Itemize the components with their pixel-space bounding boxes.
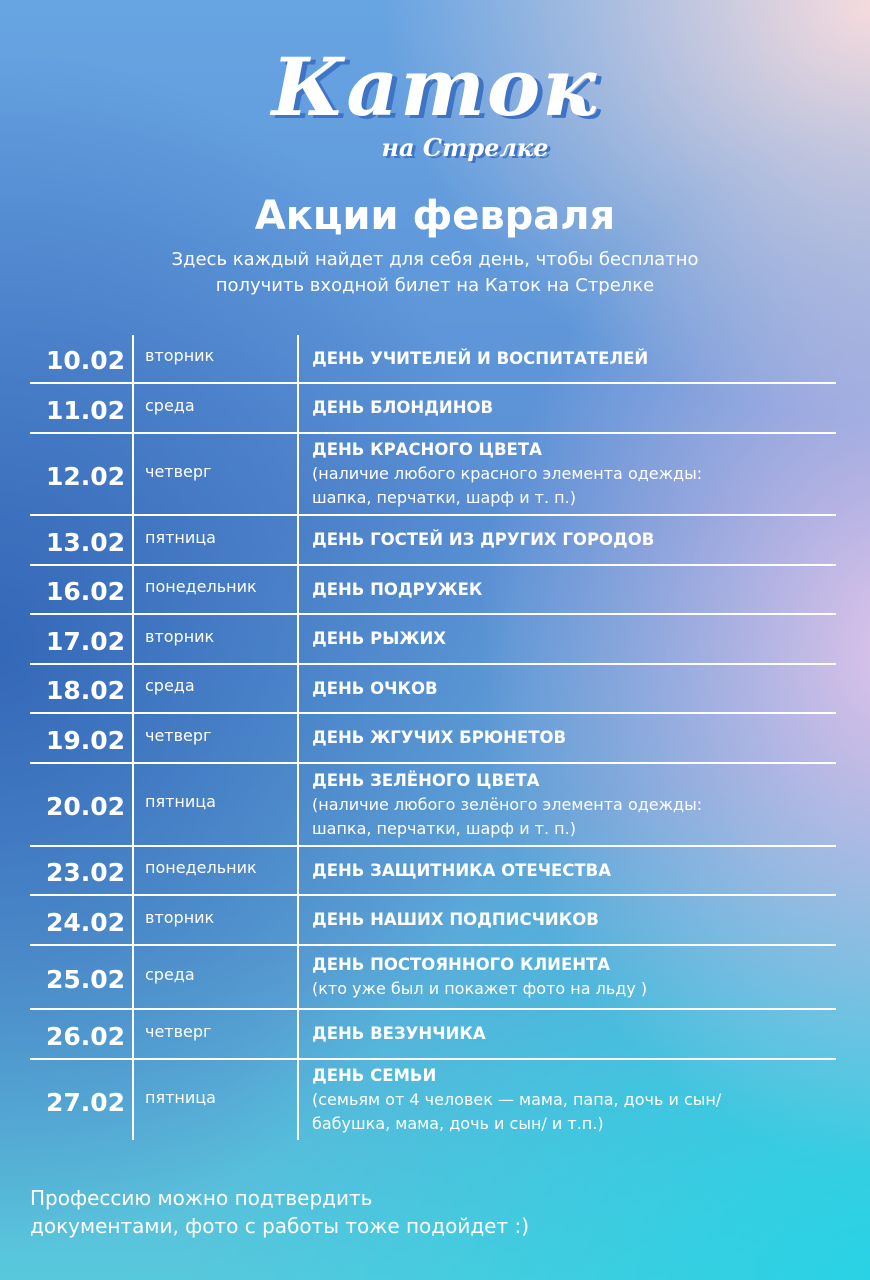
footer-line: документами, фото с работы тоже подойдет… — [30, 1214, 530, 1238]
footer-note: Профессию можно подтвердить документами,… — [30, 1184, 529, 1240]
table-row: 19.02 четверг ДЕНЬ ЖГУЧИХ БРЮНЕТОВ — [30, 714, 836, 764]
weekday-cell: пятница — [134, 764, 299, 845]
date-cell: 19.02 — [30, 714, 134, 762]
footer-line: Профессию можно подтвердить — [30, 1186, 373, 1210]
subtitle-line: Здесь каждый найдет для себя день, чтобы… — [171, 249, 699, 270]
promo-cell: ДЕНЬ РЫЖИХ — [299, 615, 836, 663]
promo-note: (наличие любого красного элемента одежды… — [312, 464, 703, 483]
promo-name: ДЕНЬ СЕМЬИ — [312, 1066, 437, 1085]
weekday-cell: среда — [134, 665, 299, 712]
date-cell: 12.02 — [30, 434, 134, 514]
weekday-cell: четверг — [134, 714, 299, 762]
weekday-cell: понедельник — [134, 566, 299, 613]
logo: Каток на Стрелке — [0, 40, 870, 161]
promo-cell: ДЕНЬ НАШИХ ПОДПИСЧИКОВ — [299, 896, 836, 944]
table-row: 23.02 понедельник ДЕНЬ ЗАЩИТНИКА ОТЕЧЕСТ… — [30, 847, 836, 896]
date-cell: 13.02 — [30, 516, 134, 564]
promo-cell: ДЕНЬ ГОСТЕЙ ИЗ ДРУГИХ ГОРОДОВ — [299, 516, 836, 564]
logo-main: Каток — [271, 40, 599, 134]
table-row: 20.02 пятница ДЕНЬ ЗЕЛЁНОГО ЦВЕТА (наличи… — [30, 764, 836, 847]
date-cell: 11.02 — [30, 384, 134, 432]
weekday-cell: четверг — [134, 434, 299, 514]
promo-cell: ДЕНЬ ЖГУЧИХ БРЮНЕТОВ — [299, 714, 836, 762]
promo-name: ДЕНЬ ПОСТОЯННОГО КЛИЕНТА — [312, 955, 611, 974]
date-cell: 20.02 — [30, 764, 134, 845]
promo-cell: ДЕНЬ ПОСТОЯННОГО КЛИЕНТА (кто уже был и п… — [299, 946, 836, 1008]
subtitle-line: получить входной билет на Каток на Стрел… — [215, 275, 655, 296]
promo-name: ДЕНЬ НАШИХ ПОДПИСЧИКОВ — [312, 910, 599, 929]
promo-cell: ДЕНЬ БЛОНДИНОВ — [299, 384, 836, 432]
promo-name: ДЕНЬ ОЧКОВ — [312, 678, 438, 698]
date-cell: 17.02 — [30, 615, 134, 663]
schedule-table: 10.02 вторник ДЕНЬ УЧИТЕЛЕЙ И ВОСПИТАТЕЛ… — [30, 335, 836, 1140]
date-cell: 27.02 — [30, 1060, 134, 1140]
promo-note: (семьям от 4 человек — мама, папа, дочь … — [312, 1090, 722, 1109]
table-row: 16.02 понедельник ДЕНЬ ПОДРУЖЕК — [30, 566, 836, 615]
promo-note: (кто уже был и покажет фото на льду ) — [312, 979, 648, 998]
promo-name: ДЕНЬ ПОДРУЖЕК — [312, 579, 483, 599]
promo-cell: ДЕНЬ КРАСНОГО ЦВЕТА (наличие любого красн… — [299, 434, 836, 514]
table-row: 17.02 вторник ДЕНЬ РЫЖИХ — [30, 615, 836, 665]
table-row: 13.02 пятница ДЕНЬ ГОСТЕЙ ИЗ ДРУГИХ ГОРО… — [30, 516, 836, 566]
promo-note: шапка, перчатки, шарф и т. п.) — [312, 488, 576, 507]
subtitle: Здесь каждый найдет для себя день, чтобы… — [0, 247, 870, 299]
page-title: Акции февраля — [254, 193, 616, 239]
table-row: 27.02 пятница ДЕНЬ СЕМЬИ (семьям от 4 чел… — [30, 1060, 836, 1140]
promo-cell: ДЕНЬ СЕМЬИ (семьям от 4 человек — мама, п… — [299, 1060, 836, 1140]
weekday-cell: вторник — [134, 896, 299, 944]
weekday-cell: вторник — [134, 335, 299, 382]
promo-name: ДЕНЬ КРАСНОГО ЦВЕТА — [312, 440, 542, 459]
weekday-cell: четверг — [134, 1010, 299, 1058]
date-cell: 10.02 — [30, 335, 134, 382]
promo-name: ДЕНЬ ВЕЗУНЧИКА — [312, 1024, 486, 1043]
promo-note: шапка, перчатки, шарф и т. п.) — [312, 818, 576, 838]
promo-name: ДЕНЬ ГОСТЕЙ ИЗ ДРУГИХ ГОРОДОВ — [312, 530, 655, 549]
promo-note: (наличие любого зелёного элемента одежды… — [312, 794, 703, 814]
table-row: 18.02 среда ДЕНЬ ОЧКОВ — [30, 665, 836, 714]
promo-name: ДЕНЬ ЗЕЛЁНОГО ЦВЕТА — [312, 770, 540, 790]
table-row: 24.02 вторник ДЕНЬ НАШИХ ПОДПИСЧИКОВ — [30, 896, 836, 946]
date-cell: 25.02 — [30, 946, 134, 1008]
promo-name: ДЕНЬ УЧИТЕЛЕЙ И ВОСПИТАТЕЛЕЙ — [312, 348, 649, 368]
weekday-cell: среда — [134, 384, 299, 432]
promo-name: ДЕНЬ БЛОНДИНОВ — [312, 398, 494, 417]
weekday-cell: среда — [134, 946, 299, 1008]
promo-cell: ДЕНЬ ВЕЗУНЧИКА — [299, 1010, 836, 1058]
weekday-cell: понедельник — [134, 847, 299, 894]
promo-note: бабушка, мама, дочь и сын/ и т.п.) — [312, 1114, 604, 1133]
date-cell: 26.02 — [30, 1010, 134, 1058]
weekday-cell: пятница — [134, 516, 299, 564]
promo-cell: ДЕНЬ ЗЕЛЁНОГО ЦВЕТА (наличие любого зелён… — [299, 764, 836, 845]
date-cell: 16.02 — [30, 566, 134, 613]
promo-name: ДЕНЬ ЖГУЧИХ БРЮНЕТОВ — [312, 728, 567, 747]
promo-cell: ДЕНЬ УЧИТЕЛЕЙ И ВОСПИТАТЕЛЕЙ — [299, 335, 836, 382]
table-row: 25.02 среда ДЕНЬ ПОСТОЯННОГО КЛИЕНТА (кто… — [30, 946, 836, 1010]
promo-cell: ДЕНЬ ПОДРУЖЕК — [299, 566, 836, 613]
promo-name: ДЕНЬ РЫЖИХ — [312, 629, 447, 648]
table-row: 12.02 четверг ДЕНЬ КРАСНОГО ЦВЕТА (наличи… — [30, 434, 836, 516]
date-cell: 24.02 — [30, 896, 134, 944]
weekday-cell: вторник — [134, 615, 299, 663]
date-cell: 23.02 — [30, 847, 134, 894]
promo-name: ДЕНЬ ЗАЩИТНИКА ОТЕЧЕСТВА — [312, 860, 612, 880]
table-row: 26.02 четверг ДЕНЬ ВЕЗУНЧИКА — [30, 1010, 836, 1060]
table-row: 10.02 вторник ДЕНЬ УЧИТЕЛЕЙ И ВОСПИТАТЕЛ… — [30, 335, 836, 384]
promo-cell: ДЕНЬ ЗАЩИТНИКА ОТЕЧЕСТВА — [299, 847, 836, 894]
table-row: 11.02 среда ДЕНЬ БЛОНДИНОВ — [30, 384, 836, 434]
promo-cell: ДЕНЬ ОЧКОВ — [299, 665, 836, 712]
date-cell: 18.02 — [30, 665, 134, 712]
weekday-cell: пятница — [134, 1060, 299, 1140]
logo-sub: на Стрелке — [381, 133, 549, 162]
